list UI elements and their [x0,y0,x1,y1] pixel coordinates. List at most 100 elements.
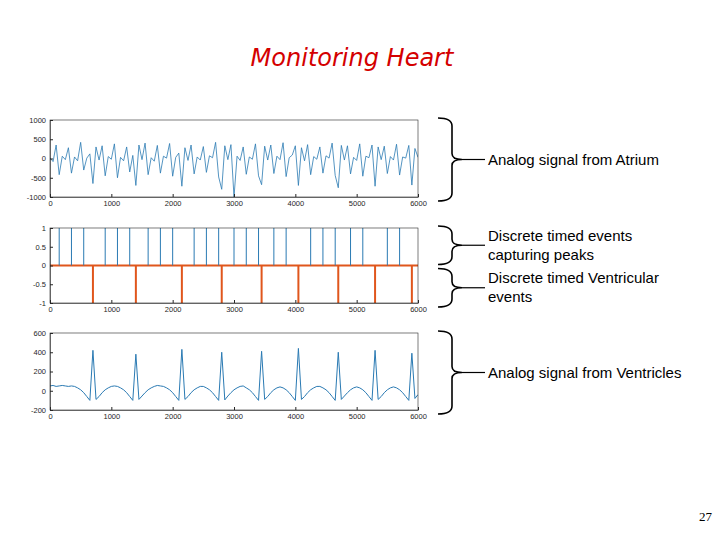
tick: 1000 [103,194,120,208]
event-stem [322,228,323,266]
tick-mark [50,120,53,121]
brace [438,226,462,265]
slide-title: Monitoring Heart [251,44,455,72]
chart-panel: 0100020003000400050006000-1000-500050010… [27,116,659,208]
tick-mark [50,284,53,285]
event-stem [234,228,235,266]
tick-label: 3000 [226,412,243,421]
tick-mark [173,194,174,197]
chart-panel: 0100020003000400050006000-2000200400600A… [31,329,681,421]
y-axis: -1 -0.5 0 0.5 1 [33,224,53,308]
tick-mark [111,194,112,197]
annotation-line: Analog signal from Ventricles [488,364,681,381]
brace-pointer [462,287,485,288]
annotation-line: Discrete timed Ventricular [488,269,659,286]
tick: -1 [39,299,53,308]
plot-frame [50,120,418,197]
tick-mark [50,266,53,267]
event-stem [273,228,274,266]
event-stem [148,228,149,266]
plot-background [50,228,418,303]
tick-label: 4000 [287,412,304,421]
tick: 6000 [410,407,427,421]
tick: 5000 [349,407,366,421]
brace-pointer [462,245,485,246]
event-stem [362,228,363,266]
tick-mark [50,410,53,411]
tick-mark [357,407,358,410]
x-axis: 0100020003000400050006000 [48,194,426,208]
tick-label: 0 [48,412,52,421]
plot-frame [50,333,418,410]
axis-line [51,303,419,304]
tick: 2000 [165,194,182,208]
tick-label: 400 [33,348,46,357]
tick: 2000 [165,300,182,314]
tick: 3000 [226,300,243,314]
tick: 4000 [287,194,304,208]
tick-label: 0 [48,199,52,208]
plot-frame [50,228,418,303]
tick-mark [50,159,53,160]
tick: 3000 [226,407,243,421]
chart-panel: 0100020003000400050006000-1-0.500.51Disc… [33,224,659,314]
plot-marks [50,228,418,303]
tick-mark [50,228,53,229]
event-stem [194,228,195,266]
brace-pointer [462,159,485,160]
tick-label: 4000 [287,305,304,314]
tick: -500 [31,174,53,183]
tick: 0 [42,261,53,270]
tick: 500 [33,135,53,144]
tick-label: 3000 [226,199,243,208]
tick-mark [295,407,296,410]
tick-label: 1000 [103,412,120,421]
tick: 600 [33,329,53,338]
tick: 1000 [29,116,53,125]
tick-label: -500 [31,174,46,183]
tick: 5000 [349,300,366,314]
tick-mark [50,352,53,353]
brace [438,269,462,308]
event-stem [335,228,336,266]
annotation: Analog signal from Atrium [488,151,659,168]
tick: -0.5 [33,280,53,289]
tick-label: 600 [33,329,46,338]
event-stem [160,228,161,266]
tick-label: 4000 [287,199,304,208]
event-stem [411,266,413,304]
tick-label: 2000 [165,305,182,314]
tick-mark [111,300,112,303]
event-stem [135,266,137,304]
event-stem [286,228,287,266]
tick: 400 [33,348,53,357]
annotation-line: capturing peaks [488,246,594,263]
tick: 0 [42,387,53,396]
tick-label: 1 [42,224,46,233]
tick: 3000 [226,194,243,208]
tick: 200 [33,367,53,376]
event-stem [59,228,60,266]
tick-label: 5000 [349,199,366,208]
event-stem [258,228,259,266]
tick-label: 200 [33,367,46,376]
tick-mark [234,407,235,410]
event-stem [246,228,247,266]
slide-background [0,0,720,540]
tick: 1000 [103,407,120,421]
event-stem [117,228,118,266]
event-stem [374,266,376,304]
annotation-line: events [488,288,532,305]
tick-label: 0 [42,261,46,270]
tick-mark [50,247,53,248]
tick: 0.5 [36,243,53,252]
event-stem [350,228,351,266]
tick: 1 [42,224,53,233]
axis-line [51,410,419,411]
brace [438,331,462,414]
plot-background [50,120,418,197]
tick: 5000 [349,194,366,208]
annotation: Discrete timed Ventricular events [488,269,659,305]
event-stem [172,228,173,266]
tick-label: 1000 [103,305,120,314]
